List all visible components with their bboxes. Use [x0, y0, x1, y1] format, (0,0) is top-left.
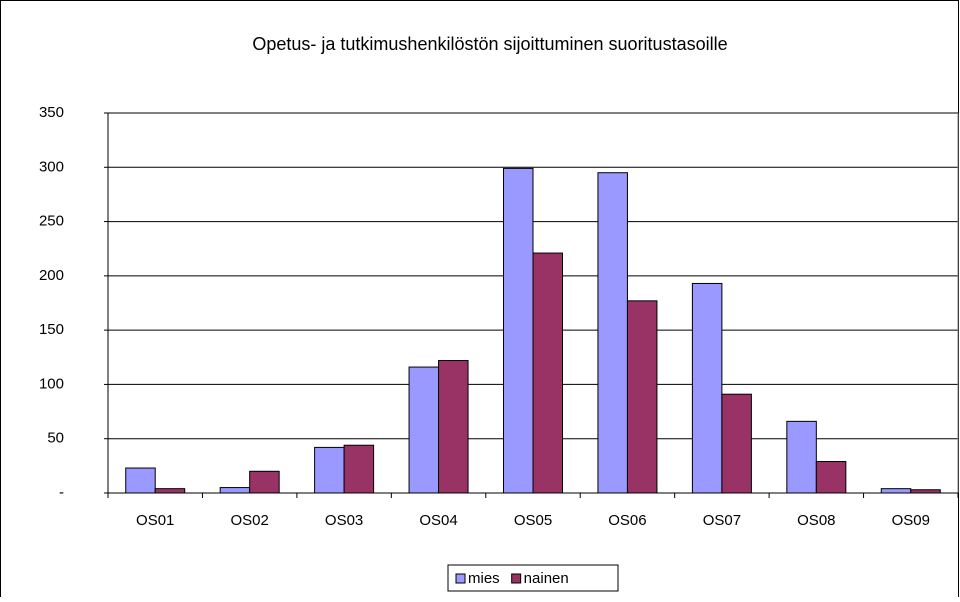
x-tick-label: OS06	[608, 512, 646, 529]
bar	[314, 446, 345, 494]
x-tick-label: OS09	[892, 512, 930, 529]
bar	[438, 360, 469, 494]
bar	[408, 366, 440, 494]
y-tick-label: 200	[39, 267, 64, 284]
bar	[125, 467, 156, 494]
y-tick-label: 350	[39, 104, 64, 121]
y-tick-label: 50	[47, 430, 64, 447]
y-tick-label: 300	[39, 158, 64, 175]
bar	[815, 461, 847, 494]
bar	[626, 300, 658, 494]
legend-label: nainen	[524, 570, 569, 587]
bar	[691, 282, 723, 494]
bar	[597, 172, 628, 494]
x-tick-label: OS05	[514, 512, 552, 529]
x-tick-label: OS01	[136, 512, 174, 529]
x-tick-label: OS04	[419, 512, 457, 529]
x-tick-label: OS03	[325, 512, 363, 529]
legend-label: mies	[468, 570, 500, 587]
bar	[503, 167, 534, 494]
bar	[249, 470, 280, 494]
bar	[532, 252, 563, 494]
bar	[721, 393, 752, 494]
chart-title: Opetus- ja tutkimushenkilöstön sijoittum…	[252, 34, 727, 54]
bar	[786, 420, 817, 494]
legend-box	[447, 564, 619, 592]
x-tick-label: OS02	[230, 512, 268, 529]
legend-swatch	[511, 573, 522, 584]
y-tick-label: -	[59, 484, 64, 501]
bar	[880, 488, 912, 494]
x-tick-label: OS07	[703, 512, 741, 529]
y-tick-label: 250	[39, 213, 64, 230]
bar	[219, 487, 251, 494]
bar	[343, 444, 375, 494]
legend-swatch	[455, 573, 466, 584]
y-tick-label: 150	[39, 321, 64, 338]
y-tick-label: 100	[39, 375, 64, 392]
bar	[154, 488, 186, 494]
x-tick-label: OS08	[797, 512, 835, 529]
